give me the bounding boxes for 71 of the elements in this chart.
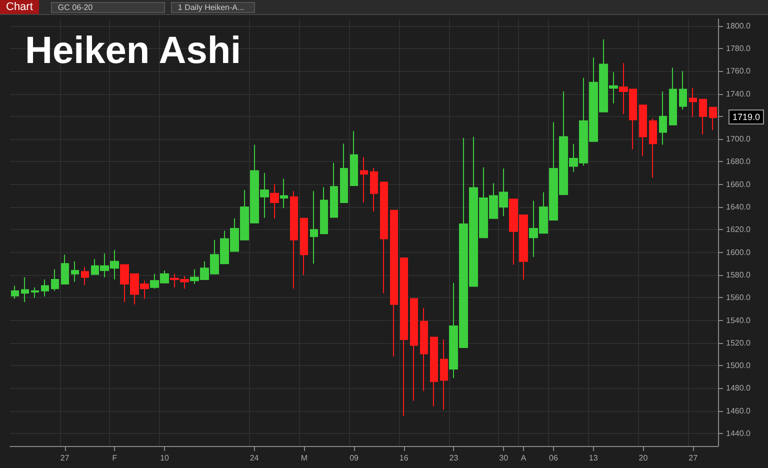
candlestick xyxy=(370,167,378,212)
candlestick xyxy=(41,279,49,297)
candlestick xyxy=(400,257,408,416)
x-tick-label: 10 xyxy=(160,454,170,462)
x-tick-label: A xyxy=(520,454,527,462)
x-tick-label: 09 xyxy=(350,454,360,462)
candlestick xyxy=(360,156,368,203)
y-tick-label: 1540.0 xyxy=(726,316,752,325)
candlestick xyxy=(61,254,69,285)
text: GC 06-20 xyxy=(50,2,165,12)
candlestick xyxy=(340,143,348,203)
candlestick xyxy=(280,178,288,209)
candlestick xyxy=(390,210,398,358)
candlestick xyxy=(679,70,687,110)
candlestick xyxy=(270,184,279,219)
text: 1 Daily Heiken-A... xyxy=(170,2,255,12)
text: 1719.0 xyxy=(732,112,760,122)
y-tick-label: 1480.0 xyxy=(726,384,752,393)
candlestick xyxy=(669,67,677,126)
candlestick xyxy=(639,104,647,157)
candlestick xyxy=(350,130,358,186)
candlestick xyxy=(440,339,448,410)
x-tick-label: 13 xyxy=(588,454,598,462)
chart-title: Heiken Ashi xyxy=(25,30,242,72)
text: Chart xyxy=(0,0,39,14)
candlestick xyxy=(31,286,39,298)
x-tick-label: 27 xyxy=(60,454,70,462)
x-tick-label: 16 xyxy=(399,454,409,462)
y-tick-label: 1800.0 xyxy=(726,21,752,30)
candlestick xyxy=(71,260,79,282)
candlestick xyxy=(310,190,318,264)
y-tick-label: 1560.0 xyxy=(726,293,752,302)
y-tick-label: 1520.0 xyxy=(726,338,752,348)
x-tick-label: 24 xyxy=(250,454,260,462)
candlestick xyxy=(21,276,29,303)
y-tick-label: 1620.0 xyxy=(726,225,752,234)
candlestick xyxy=(659,90,667,146)
candlestick xyxy=(709,106,717,130)
y-tick-label: 1700.0 xyxy=(726,134,752,144)
y-tick-label: 1660.0 xyxy=(726,180,752,189)
candlestick xyxy=(11,285,19,300)
candlestick xyxy=(410,298,418,402)
candlestick xyxy=(380,182,388,294)
candlestick xyxy=(320,186,328,234)
x-tick-label: M xyxy=(300,454,308,462)
x-tick-label: F xyxy=(112,454,118,462)
candlestick xyxy=(689,88,697,118)
x-tick-label: 23 xyxy=(449,454,459,462)
y-tick-label: 1640.0 xyxy=(726,202,752,212)
x-tick-label: 06 xyxy=(549,454,558,462)
candlestick xyxy=(81,266,89,286)
x-tick-label: 20 xyxy=(638,454,648,462)
candlestick xyxy=(420,307,428,392)
candlestick xyxy=(330,162,338,218)
y-tick-label: 1460.0 xyxy=(726,406,752,416)
y-tick-label: 1440.0 xyxy=(726,429,752,438)
candlestick xyxy=(300,218,308,276)
y-tick-label: 1780.0 xyxy=(726,44,752,53)
y-tick-label: 1680.0 xyxy=(726,157,752,166)
candlestick xyxy=(649,118,657,178)
y-tick-label: 1760.0 xyxy=(726,66,752,76)
y-tick-label: 1580.0 xyxy=(726,270,752,280)
candlestick xyxy=(51,268,59,292)
y-tick-label: 1740.0 xyxy=(726,89,752,98)
y-tick-label: 1600.0 xyxy=(726,248,752,257)
candlestick xyxy=(290,190,298,290)
y-tick-label: 1500.0 xyxy=(726,361,752,370)
candlestick xyxy=(699,98,707,136)
candlestick xyxy=(430,336,438,407)
x-tick-label: 27 xyxy=(688,454,698,462)
x-tick-label: 30 xyxy=(499,454,509,462)
